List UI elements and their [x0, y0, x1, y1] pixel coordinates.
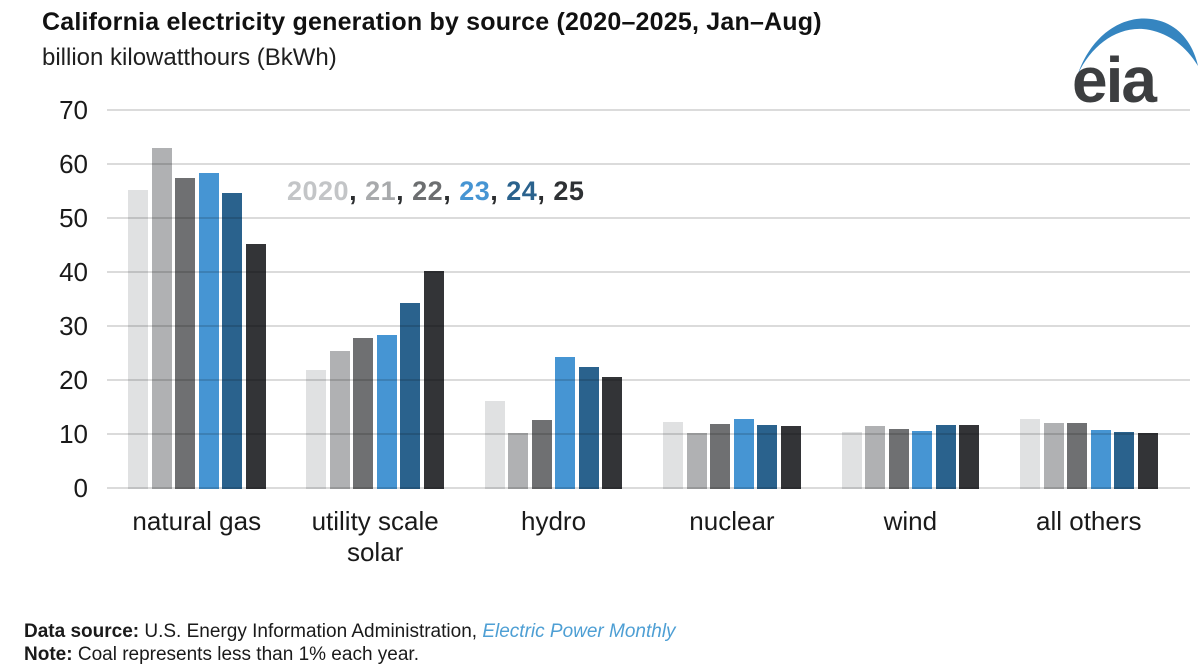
category-label-nuclear: nuclear: [689, 506, 775, 536]
note-text: Coal represents less than 1% each year.: [72, 644, 419, 665]
legend-separator: ,: [490, 176, 507, 206]
gridline-20: [107, 379, 1190, 381]
eia-logo-text: eia: [1072, 44, 1157, 104]
plot-area: [107, 109, 1190, 489]
bar-22-natural-gas: [175, 177, 195, 489]
bar-21-all-others: [1043, 422, 1064, 489]
bar-24-all-others: [1114, 431, 1134, 489]
bar-25-hydro: [602, 377, 623, 489]
y-tick-label-70: 70: [59, 95, 88, 125]
bar-21-natural-gas: [151, 147, 172, 489]
y-tick-label-30: 30: [59, 311, 88, 341]
category-label-utility-scale-solar: utility scale solar: [311, 506, 439, 567]
legend-item-21: 21: [365, 176, 397, 206]
note-label: Note:: [24, 644, 73, 665]
legend-separator: ,: [396, 176, 413, 206]
y-tick-label-0: 0: [73, 473, 88, 503]
chart-subtitle: billion kilowatthours (BkWh): [42, 44, 337, 71]
legend-item-22: 22: [412, 176, 444, 206]
bar-21-hydro: [508, 433, 529, 489]
eia-logo-graphic: eia: [1072, 18, 1198, 116]
chart-legend: 2020, 21, 22, 23, 24, 25: [287, 176, 584, 207]
bar-25-nuclear: [780, 425, 801, 489]
data-source-link[interactable]: Electric Power Monthly: [482, 621, 676, 642]
bar-24-nuclear: [757, 425, 778, 489]
category-label-hydro: hydro: [521, 506, 587, 536]
gridline-60: [107, 163, 1190, 165]
bar-24-wind: [935, 424, 956, 489]
bar-25-utility-scale-solar: [423, 271, 444, 489]
bar-25-wind: [959, 425, 980, 489]
legend-item-25: 25: [553, 176, 585, 206]
y-tick-label-60: 60: [59, 149, 88, 179]
bar-22-nuclear: [710, 423, 731, 489]
eia-swoosh-icon: [1078, 18, 1198, 74]
bar-24-hydro: [578, 366, 599, 489]
bar-2020-natural-gas: [128, 189, 148, 489]
bar-2020-hydro: [484, 400, 505, 489]
note-line: Note: Coal represents less than 1% each …: [24, 643, 676, 666]
bar-23-all-others: [1090, 429, 1111, 489]
eia-logo: eia: [1072, 12, 1200, 116]
gridline-70: [107, 109, 1190, 111]
bar-22-wind: [888, 429, 909, 489]
category-label-wind: wind: [883, 506, 938, 536]
bar-2020-nuclear: [663, 421, 684, 489]
chart-title: California electricity generation by sou…: [42, 8, 822, 36]
bar-23-nuclear: [733, 419, 754, 489]
bar-22-hydro: [531, 419, 552, 489]
bar-2020-wind: [841, 432, 862, 489]
bar-22-all-others: [1067, 423, 1087, 489]
y-tick-label-50: 50: [59, 203, 88, 233]
bar-2020-all-others: [1020, 418, 1040, 489]
gridline-30: [107, 325, 1190, 327]
legend-item-24: 24: [506, 176, 538, 206]
legend-item-2020: 2020: [287, 176, 350, 206]
legend-separator: ,: [349, 176, 366, 206]
y-tick-label-20: 20: [59, 365, 88, 395]
legend-separator: ,: [443, 176, 460, 206]
y-tick-label-10: 10: [59, 419, 88, 449]
gridline-40: [107, 271, 1190, 273]
bar-2020-utility-scale-solar: [306, 370, 327, 489]
bar-23-utility-scale-solar: [376, 335, 397, 489]
bar-22-utility-scale-solar: [353, 337, 374, 489]
bar-21-utility-scale-solar: [329, 351, 350, 489]
bar-24-natural-gas: [222, 192, 242, 489]
gridline-50: [107, 217, 1190, 219]
bar-25-all-others: [1137, 432, 1158, 489]
data-source-text: U.S. Energy Information Administration,: [139, 621, 483, 642]
bar-24-utility-scale-solar: [400, 303, 421, 489]
y-tick-label-40: 40: [59, 257, 88, 287]
bar-21-wind: [865, 425, 886, 489]
bar-23-natural-gas: [198, 172, 219, 489]
bar-21-nuclear: [686, 433, 707, 489]
data-source-label: Data source:: [24, 621, 140, 642]
data-source-line: Data source: U.S. Energy Information Adm…: [24, 620, 676, 643]
legend-separator: ,: [537, 176, 554, 206]
legend-item-23: 23: [459, 176, 491, 206]
footer: Data source: U.S. Energy Information Adm…: [24, 620, 676, 666]
bar-25-natural-gas: [245, 243, 266, 489]
bar-23-hydro: [555, 357, 576, 489]
category-label-natural-gas: natural gas: [132, 506, 262, 536]
bar-23-wind: [912, 431, 933, 489]
category-label-all-others: all others: [1036, 506, 1142, 536]
